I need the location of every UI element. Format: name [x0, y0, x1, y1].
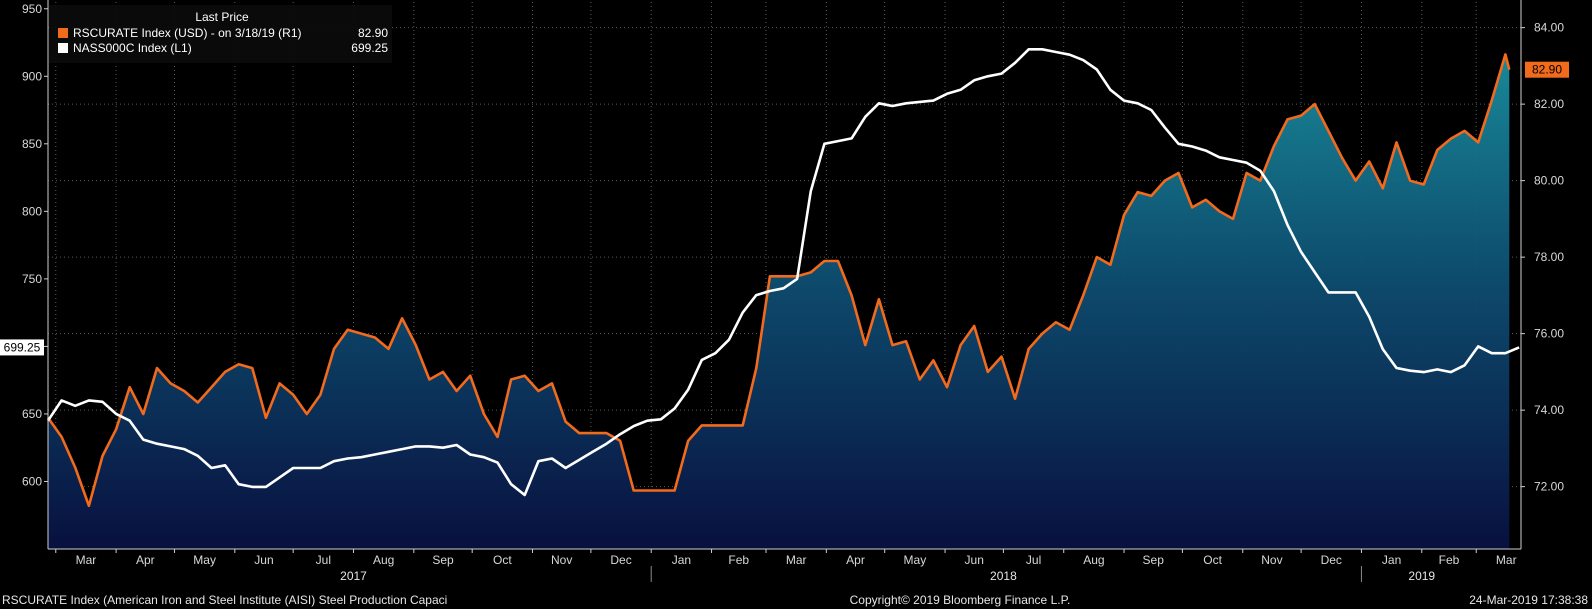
left-tick-label: 900	[22, 69, 42, 83]
x-tick-label: Dec	[1321, 553, 1342, 567]
x-tick-label: Jan	[1382, 553, 1401, 567]
x-tick-label: Oct	[1203, 553, 1222, 567]
right-tick-label: 72.00	[1534, 480, 1564, 494]
legend-label-nass: NASS000C Index (L1)	[73, 41, 192, 55]
rscurate-line	[46, 53, 1511, 508]
legend-label-rscurate: RSCURATE Index (USD) - on 3/18/19 (R1)	[73, 26, 302, 40]
right-tick-label: 78.00	[1534, 250, 1564, 264]
legend-swatch-nass	[58, 43, 68, 53]
right-tick-label: 80.00	[1534, 174, 1564, 188]
footer-center: Copyright© 2019 Bloomberg Finance L.P.	[850, 593, 1071, 607]
x-tick-label: Jul	[316, 553, 331, 567]
x-tick-label: Apr	[136, 553, 155, 567]
x-tick-label: Mar	[76, 553, 97, 567]
year-label: 2017	[340, 569, 367, 583]
right-tick-label: 76.00	[1534, 327, 1564, 341]
x-tick-label: Oct	[493, 553, 512, 567]
x-tick-label: Feb	[728, 553, 749, 567]
area-layer	[48, 54, 1510, 550]
x-tick-label: Apr	[846, 553, 865, 567]
right-tick-label: 82.00	[1534, 97, 1564, 111]
x-tick-label: Aug	[373, 553, 394, 567]
legend-swatch-rscurate	[58, 28, 68, 38]
x-tick-label: Dec	[610, 553, 631, 567]
footer-right: 24-Mar-2019 17:38:38	[1469, 593, 1588, 607]
left-tick-label: 750	[22, 272, 42, 286]
rscurate-last-value: 82.90	[1532, 63, 1562, 77]
right-tick-label: 84.00	[1534, 21, 1564, 35]
nass-last-value: 699.25	[4, 340, 41, 354]
x-tick-label: Aug	[1083, 553, 1104, 567]
x-tick-label: Jun	[965, 553, 984, 567]
x-tick-label: Sep	[1143, 553, 1165, 567]
badge-layer: 699.25 82.90	[0, 61, 1569, 356]
rscurate-area	[48, 54, 1510, 550]
left-tick-label: 800	[22, 204, 42, 218]
x-tick-label: May	[193, 553, 216, 567]
x-tick-label: May	[904, 553, 927, 567]
x-tick-label: Jan	[672, 553, 691, 567]
axis-layer: 600 650 750 800 850 900 950 72.00 74.00 76.00 78.0…	[22, 0, 1564, 583]
legend-box	[49, 5, 392, 63]
x-tick-label: Mar	[786, 553, 807, 567]
nass-line	[46, 47, 1520, 497]
year-label: 2018	[990, 569, 1017, 583]
left-tick-label: 950	[22, 2, 42, 16]
rscurate-last-badge	[1525, 61, 1569, 78]
line-layer	[46, 47, 1520, 508]
legend-value-rscurate: 82.90	[358, 26, 388, 40]
footer-left: RSCURATE Index (American Iron and Steel …	[2, 593, 447, 607]
x-tick-label: Nov	[551, 553, 572, 567]
x-tick-label: Nov	[1261, 553, 1282, 567]
legend-header: Last Price	[195, 10, 249, 24]
x-tick-label: Sep	[432, 553, 454, 567]
right-tick-label: 74.00	[1534, 403, 1564, 417]
legend-value-nass: 699.25	[351, 41, 388, 55]
year-label: 2019	[1408, 569, 1435, 583]
legend: Last Price RSCURATE Index (USD) - on 3/1…	[49, 5, 392, 63]
left-tick-label: 650	[22, 407, 42, 421]
x-tick-label: Jul	[1026, 553, 1041, 567]
left-tick-label: 600	[22, 474, 42, 488]
x-tick-label: Jun	[254, 553, 273, 567]
x-tick-label: Mar	[1496, 553, 1517, 567]
left-tick-label: 850	[22, 137, 42, 151]
nass-last-badge	[0, 339, 44, 356]
footer: RSCURATE Index (American Iron and Steel …	[2, 593, 1588, 607]
x-tick-label: Feb	[1439, 553, 1460, 567]
